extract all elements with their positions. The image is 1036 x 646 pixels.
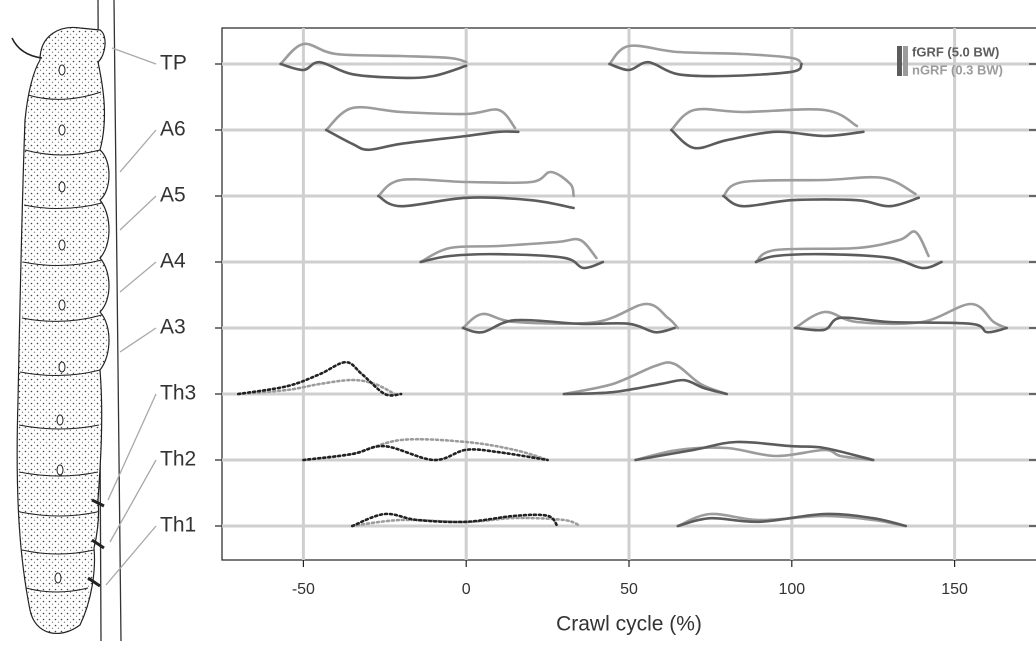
nGRF-trace [461, 302, 680, 330]
fGRF-trace [793, 316, 1008, 334]
x-tick-label: 50 [620, 581, 638, 598]
traces [236, 42, 1008, 528]
leader-line [111, 47, 157, 65]
row-label: A6 [160, 118, 186, 141]
row-label: TP [160, 52, 187, 75]
fGRF-trace [608, 60, 803, 78]
row-label: Th1 [160, 514, 196, 537]
nGRF-trace [562, 361, 728, 396]
row-label: A3 [160, 316, 186, 339]
legend-label: fGRF (5.0 BW) [912, 44, 999, 59]
leader-line [119, 261, 157, 293]
nGRF-trace [376, 170, 575, 198]
row-label: A4 [160, 250, 186, 273]
leader-line [107, 393, 157, 501]
leader-line [105, 525, 157, 586]
nGRF-trace [279, 42, 468, 66]
x-tick-label: 150 [941, 581, 968, 598]
grid [215, 28, 1036, 567]
nGRF-trace [634, 446, 875, 462]
legend: fGRF (5.0 BW) nGRF (0.3 BW) [897, 44, 1003, 77]
legend-label: nGRF (0.3 BW) [912, 62, 1003, 77]
nGRF-trace [722, 175, 917, 198]
fGRF-trace [419, 252, 605, 270]
nGRF-trace [324, 105, 517, 132]
caterpillar-illustration [11, 0, 122, 642]
nGRF-trace [608, 44, 803, 66]
x-tick-label: 0 [462, 581, 471, 598]
fGRF-trace [236, 360, 403, 397]
plot-frame [221, 27, 1036, 561]
fGRF-trace [324, 128, 520, 152]
leader-line [119, 327, 157, 353]
x-axis-label: Crawl cycle (%) [556, 613, 702, 636]
fGRF-trace [461, 318, 676, 334]
nGRF-trace [236, 378, 396, 396]
fGRF-trace [676, 512, 908, 528]
fGRF-trace [754, 252, 943, 270]
scale-bar [903, 46, 908, 76]
row-label: Th2 [160, 448, 196, 471]
fGRF-trace [279, 60, 468, 80]
fGRF-trace [634, 440, 875, 462]
scale-bar [897, 46, 902, 76]
leader-line [119, 195, 157, 231]
leader-line [119, 129, 157, 173]
fGRF-trace [722, 194, 921, 208]
x-tick-label: -50 [292, 581, 315, 598]
fGRF-trace [670, 128, 865, 150]
fGRF-trace [350, 512, 559, 528]
row-label: Th3 [160, 382, 196, 405]
x-tick-label: 100 [778, 581, 805, 598]
nGRF-trace [670, 107, 859, 132]
fGRF-trace [302, 444, 549, 462]
leader-line [109, 459, 157, 543]
nGRF-trace [754, 230, 930, 264]
nGRF-trace [419, 237, 598, 264]
fGRF-trace [562, 378, 728, 396]
row-label: A5 [160, 184, 186, 207]
fGRF-trace [376, 194, 575, 210]
